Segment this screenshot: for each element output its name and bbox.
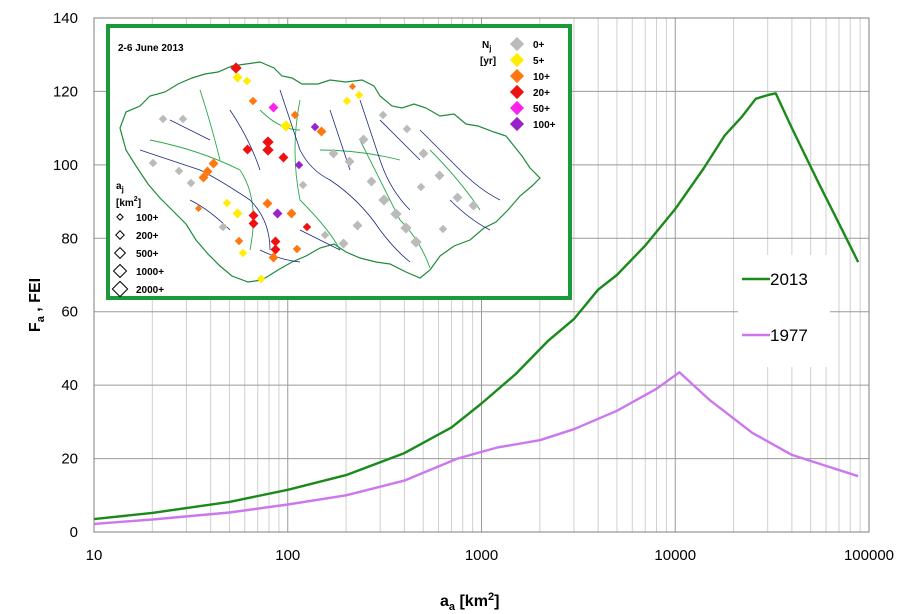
y-tick-label: 100 — [53, 157, 78, 174]
nj-legend-marker — [509, 116, 525, 132]
y-tick-label: 60 — [61, 304, 78, 321]
nj-legend-marker — [509, 100, 525, 116]
nj-legend-label: 10+ — [533, 72, 550, 83]
x-axis-title: aa [km2] — [440, 591, 499, 613]
aj-legend-label: 100+ — [136, 213, 159, 224]
nj-legend-marker — [509, 84, 525, 100]
inset-map: 2-6 June 2013 — [106, 24, 572, 300]
nj-legend-label: 100+ — [533, 120, 556, 131]
aj-legend-marker — [113, 246, 127, 260]
aj-legend-marker — [111, 280, 129, 298]
inset-nj-legend: 0+ 5+ 10+ 20+ 50+ 100+ — [509, 36, 556, 132]
aj-legend-marker — [116, 213, 124, 221]
map-outline — [119, 61, 541, 283]
aj-legend-label: 500+ — [136, 249, 159, 260]
series-layer — [93, 92, 860, 526]
plot-area-frame — [93, 17, 870, 533]
y-tick-label: 0 — [70, 524, 78, 541]
aj-legend-label: 200+ — [136, 231, 159, 242]
y-tick-label: 20 — [61, 451, 78, 468]
aj-legend-label: 1000+ — [136, 267, 164, 278]
nj-legend-label: 20+ — [533, 88, 550, 99]
nj-legend-marker — [509, 52, 525, 68]
inset-nj-unit: [yr] — [480, 56, 496, 67]
nj-legend-marker — [509, 68, 525, 84]
map-gauge-markers — [148, 62, 479, 284]
y-tick-label: 80 — [61, 230, 78, 247]
aj-legend-marker — [115, 230, 125, 240]
inset-title: 2-6 June 2013 — [118, 43, 184, 54]
nj-legend-label: 5+ — [533, 56, 545, 67]
tick-labels: 10 100 1000 10000 100000 0 20 40 60 80 100 120 140 — [53, 10, 894, 564]
nj-legend-label: 50+ — [533, 104, 550, 115]
inset-frame — [106, 24, 572, 300]
aj-legend-label: 2000+ — [136, 285, 164, 296]
inset-aj-legend: 100+ 200+ 500+ 1000+ 2000+ — [111, 213, 164, 298]
inset-aj-label: aj — [116, 181, 124, 194]
legend: 2013 1977 — [738, 255, 830, 367]
inset-nj-label: Nj — [482, 40, 491, 53]
y-axis-title: Fa , FEI — [27, 278, 47, 332]
inset-aj-unit: [km2] — [116, 196, 141, 209]
x-tick-label: 100 — [275, 547, 300, 564]
y-tick-label: 140 — [53, 10, 78, 27]
aj-legend-marker — [112, 263, 128, 279]
x-tick-label: 10 — [86, 547, 103, 564]
series-line-1977 — [93, 371, 859, 526]
x-tick-label: 100000 — [844, 547, 894, 564]
legend-label-2013: 2013 — [770, 270, 808, 289]
x-tick-label: 1000 — [465, 547, 498, 564]
x-tick-label: 10000 — [654, 547, 696, 564]
nj-legend-marker — [509, 36, 525, 52]
nj-legend-label: 0+ — [533, 40, 545, 51]
y-tick-label: 120 — [53, 83, 78, 100]
map-rivers — [139, 89, 501, 263]
y-tick-label: 40 — [61, 377, 78, 394]
legend-label-1977: 1977 — [770, 326, 808, 345]
series-line-2013 — [93, 92, 860, 521]
